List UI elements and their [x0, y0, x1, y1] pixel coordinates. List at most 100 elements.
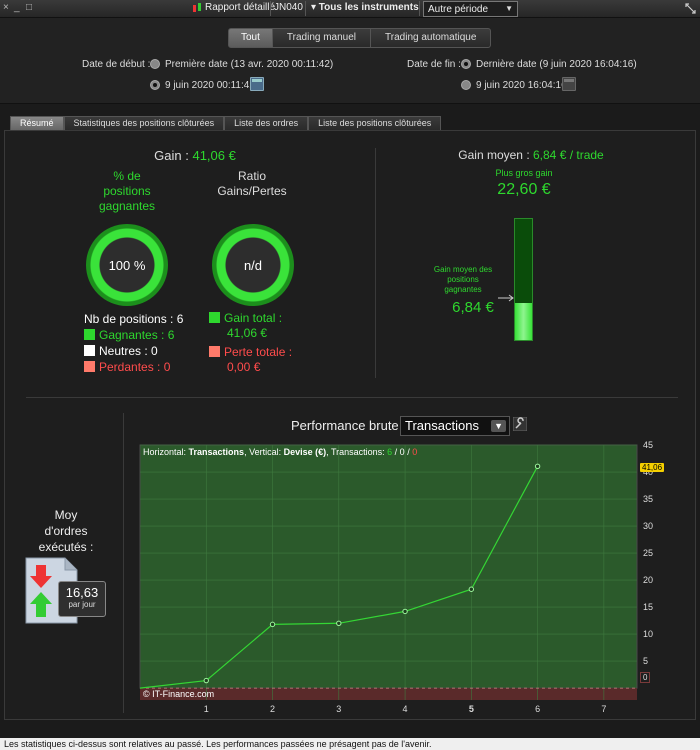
gain-label: Gain : — [154, 148, 189, 163]
chart-info-text: / — [392, 447, 400, 457]
neutral-count-row: Neutres : 0 — [84, 343, 183, 359]
gain-total-label: Gain total : — [224, 311, 283, 325]
avg-gain-heading: Gain moyen : 6,84 € / trade — [390, 148, 672, 162]
minimize-icon[interactable]: _ — [14, 2, 20, 13]
chevron-down-icon: ▼ — [505, 4, 513, 13]
separator — [270, 1, 271, 16]
avg-win-value: 6,84 € — [452, 299, 494, 316]
orders-per-day-badge: 16,63 par jour — [58, 581, 106, 617]
x-tick-label: 1 — [204, 704, 209, 714]
period-select-value: Autre période — [428, 4, 489, 15]
perf-axis-select[interactable]: Transactions ▼ — [400, 416, 510, 436]
loss-total-value: 0,00 € — [227, 360, 261, 374]
gain-heading: Gain : 41,06 € — [0, 148, 390, 163]
calendar-icon[interactable] — [250, 77, 264, 91]
winning-count: Gagnantes : 6 — [99, 328, 175, 342]
max-gain-label: Plus gros gain — [495, 168, 553, 178]
data-point — [269, 621, 276, 628]
gain-swatch — [209, 312, 220, 323]
perf-title: Performance brute — [291, 418, 399, 433]
tab-closed-positions[interactable]: Liste des positions clôturées — [308, 116, 442, 130]
plot-area-positive — [139, 444, 638, 689]
y-tick-label: 10 — [643, 629, 653, 639]
data-point — [534, 463, 541, 469]
maximize-icon[interactable]: □ — [26, 2, 33, 13]
calendar-icon[interactable] — [562, 77, 576, 91]
end-last-label: Dernière date (9 juin 2020 16:04:16) — [476, 59, 637, 70]
start-custom-date[interactable]: 9 juin 2020 00:11:42 — [165, 80, 255, 91]
end-custom-date[interactable]: 9 juin 2020 16:04:16 — [476, 80, 567, 91]
positions-counts: Nb de positions : 6 Gagnantes : 6 Neutre… — [84, 311, 183, 375]
avg-gain-value: 6,84 € / trade — [533, 148, 604, 162]
end-custom-radio[interactable] — [461, 80, 471, 90]
start-first-radio[interactable] — [150, 59, 160, 69]
chart-info-vertical: Devise (€) — [283, 447, 327, 457]
orders-title-line: d'ordres — [44, 524, 88, 538]
filter-panel: Tout Trading manuel Trading automatique … — [0, 18, 700, 104]
x-tick-label: 3 — [336, 704, 341, 714]
orders-per-day-value: 16,63 — [65, 585, 99, 600]
ratio-title-line: Gains/Pertes — [217, 184, 287, 198]
end-date-label: Date de fin : — [407, 59, 461, 70]
gain-value: 41,06 € — [192, 148, 236, 163]
mode-segmented-control: Tout Trading manuel Trading automatique — [228, 28, 492, 48]
start-first-label: Première date (13 avr. 2020 00:11:42) — [165, 59, 334, 70]
chart-info-text: / — [404, 447, 413, 457]
losing-count-row: Perdantes : 0 — [84, 359, 183, 375]
avg-win-label-line: gagnantes — [444, 285, 482, 294]
y-tick-label: 25 — [643, 548, 653, 558]
ratio-title-line: Ratio — [237, 169, 266, 183]
wrench-icon[interactable] — [513, 417, 527, 431]
gain-total-value: 41,06 € — [227, 326, 268, 340]
y-tick-label: 20 — [643, 575, 653, 585]
close-icon[interactable]: × — [3, 2, 9, 13]
ratio-title: Ratio Gains/Pertes — [197, 169, 307, 199]
divider — [26, 397, 678, 398]
neutral-count: Neutres : 0 — [99, 344, 158, 358]
chevron-down-icon: ▼ — [491, 420, 506, 432]
losing-count: Perdantes : 0 — [99, 360, 171, 374]
segment-manual[interactable]: Trading manuel — [271, 28, 372, 48]
instruments-selector[interactable]: ▾ Tous les instruments — [311, 2, 419, 13]
end-last-radio[interactable] — [461, 59, 471, 69]
x-tick-label: 5 — [469, 704, 474, 714]
win-rate-gauge — [86, 224, 168, 306]
avg-gain-bar-fill — [515, 303, 532, 340]
tab-closed-stats[interactable]: Statistiques des positions clôturées — [63, 116, 225, 130]
orders-per-day-unit: par jour — [68, 600, 96, 609]
loss-total-label: Perte totale : — [224, 345, 293, 359]
chart-info-text: , Vertical: — [244, 447, 284, 457]
tab-orders[interactable]: Liste des ordres — [224, 116, 309, 130]
winning-swatch — [84, 329, 95, 340]
account-code[interactable]: JN040 — [274, 2, 303, 13]
resize-icon[interactable] — [685, 3, 696, 17]
orders-title: Moy d'ordres exécutés : — [20, 507, 112, 555]
positions-count: Nb de positions : 6 — [84, 312, 184, 326]
segment-automatic[interactable]: Trading automatique — [370, 28, 492, 48]
divider — [123, 413, 124, 713]
y-tick-label: 45 — [643, 440, 653, 450]
chart-info-win: 6 — [387, 447, 393, 457]
y-tick-label: 35 — [643, 494, 653, 504]
ratio-gauge — [212, 224, 294, 306]
report-title[interactable]: Rapport détaillé — [205, 2, 276, 13]
y-tick-label: 15 — [643, 602, 653, 612]
x-tick-label: 4 — [403, 704, 408, 714]
x-tick-label: 6 — [535, 704, 540, 714]
win-rate-title-line: % de — [113, 169, 141, 183]
tab-summary[interactable]: Résumé — [10, 116, 64, 130]
loss-swatch — [209, 346, 220, 357]
winning-count-row: Gagnantes : 6 — [84, 327, 183, 343]
report-tabs: Résumé Statistiques des positions clôtur… — [10, 116, 442, 130]
y-tick-label: 40 — [643, 467, 653, 477]
chart-info-text: , Transactions: — [326, 447, 388, 457]
period-select[interactable]: Autre période ▼ — [423, 1, 518, 17]
chart-info-horizontal: Transactions — [188, 447, 245, 457]
chart-info: Horizontal: Transactions, Vertical: Devi… — [143, 447, 417, 457]
avg-win-label-line: Gain moyen des — [433, 265, 493, 274]
separator — [419, 1, 420, 16]
start-custom-radio[interactable] — [150, 80, 160, 90]
chart-info-neutral: 0 — [399, 447, 405, 457]
ratio-value: n/d — [243, 258, 263, 273]
